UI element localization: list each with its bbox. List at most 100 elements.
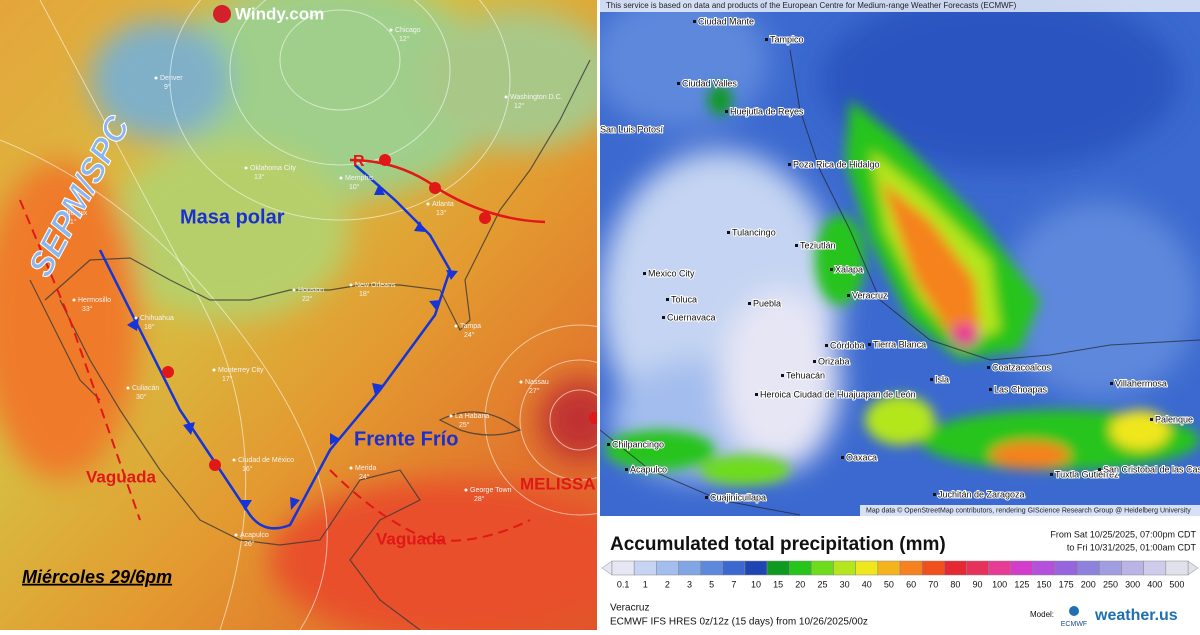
city-dot [389, 28, 393, 32]
city-dot [212, 368, 216, 372]
legend-swatch [855, 560, 879, 576]
city-dot [847, 294, 850, 297]
city-name: Washington D.C. [510, 94, 563, 101]
city-name: Huejutla de Reyes [730, 106, 804, 116]
city-name: Tierra Blanca [873, 339, 926, 349]
legend-label: 10 [751, 579, 761, 589]
city-name: Veracruz [852, 290, 888, 300]
city-name: Toluca [671, 294, 697, 304]
legend-swatch [833, 560, 856, 576]
city-name: Merida [355, 465, 377, 472]
city-name: Denver [160, 75, 183, 82]
city-temp: 24° [359, 473, 370, 481]
city-dot [454, 324, 458, 328]
city-name: Phoenix [62, 210, 88, 217]
city-temp: 25° [459, 421, 470, 429]
legend-swatch [1165, 560, 1189, 576]
legend-label: 60 [906, 579, 916, 589]
city-name: Oklahoma City [250, 165, 296, 172]
legend-swatch [611, 560, 635, 576]
legend-label: 7 [731, 579, 736, 589]
city-dot [234, 533, 238, 537]
city-name: New Orleans [355, 282, 396, 289]
city-name: Mexico City [648, 268, 695, 278]
legend-label: 0.1 [617, 579, 630, 589]
storm-label: MELISSA [520, 474, 596, 493]
city-name: Nassau [525, 379, 549, 386]
period-to: to Fri 10/31/2025, 01:00am CDT [1067, 542, 1197, 552]
legend-swatch [877, 560, 901, 576]
legend-swatch [656, 560, 679, 576]
legend-swatch [811, 560, 834, 576]
city-dot [72, 298, 76, 302]
city-dot [643, 272, 646, 275]
legend-label: 250 [1103, 579, 1118, 589]
city-dot [930, 378, 933, 381]
city-temp: 27° [529, 387, 540, 395]
city-name: Tulancingo [732, 227, 776, 237]
city-temp: 17° [222, 375, 233, 383]
legend-swatch [722, 560, 746, 576]
city-dot [781, 374, 784, 377]
cold-front-label: Frente Frío [354, 428, 458, 450]
city-dot [1110, 382, 1113, 385]
city-name: Chihuahua [140, 315, 174, 322]
city-name: Houston [298, 287, 324, 294]
city-dot [788, 163, 791, 166]
legend-swatch [766, 560, 790, 576]
city-name: Juchitán de Zaragoza [938, 489, 1025, 499]
legend-label: 30 [840, 579, 850, 589]
city-dot [1050, 473, 1053, 476]
legend-swatch [966, 560, 989, 576]
city-name: Villahermosa [1115, 378, 1167, 388]
attribution: This service is based on data and produc… [606, 1, 1017, 10]
legend-label: 150 [1036, 579, 1051, 589]
city-name: Chilpancingo [612, 439, 664, 449]
city-dot [607, 443, 610, 446]
legend-label: 50 [884, 579, 894, 589]
city-temp: 26° [244, 540, 255, 548]
legend-swatch [988, 560, 1012, 576]
legend-swatch [633, 560, 657, 576]
city-dot [765, 38, 768, 41]
legend-swatch [944, 560, 967, 576]
trough-label: Vaguada [376, 529, 446, 548]
city-temp: 24° [464, 331, 475, 339]
city-temp: 13° [436, 209, 447, 217]
brand-logo: weather.us [1094, 607, 1178, 624]
city-name: Memphis [345, 175, 374, 182]
city-name: San Cristobal de las Casas [1103, 464, 1200, 474]
city-dot [464, 488, 468, 492]
legend-swatch [1121, 560, 1144, 576]
legend-label: 200 [1081, 579, 1096, 589]
city-name: Isla [935, 374, 949, 384]
city-dot [727, 231, 730, 234]
model-run: ECMWF IFS HRES 0z/12z (15 days) from 10/… [610, 617, 868, 628]
city-dot [666, 298, 669, 301]
city-name: San Luis Potosí [600, 124, 664, 134]
city-dot [748, 302, 751, 305]
city-temp: 30° [136, 393, 147, 401]
legend-label: 175 [1059, 579, 1074, 589]
city-name: Teziutlán [800, 240, 836, 250]
city-name: Cuernavaca [667, 312, 716, 322]
city-dot [830, 268, 833, 271]
city-temp: 16° [242, 465, 253, 473]
legend-swatch [899, 560, 923, 576]
legend-label: 90 [973, 579, 983, 589]
legend-label: 80 [950, 579, 960, 589]
city-name: Palenque [1155, 414, 1193, 424]
region: Veracruz [610, 603, 649, 614]
city-dot [504, 95, 508, 99]
city-name: Orizaba [818, 356, 850, 366]
city-temp: 33° [82, 305, 93, 313]
city-name: Poza Rica de Hidalgo [793, 159, 880, 169]
city-dot [134, 316, 138, 320]
city-name: Tehuacán [786, 370, 825, 380]
city-name: Monterrey City [218, 367, 264, 374]
legend-label: 5 [709, 579, 714, 589]
city-dot [693, 20, 696, 23]
legend-swatch [1099, 560, 1122, 576]
city-dot [154, 76, 158, 80]
